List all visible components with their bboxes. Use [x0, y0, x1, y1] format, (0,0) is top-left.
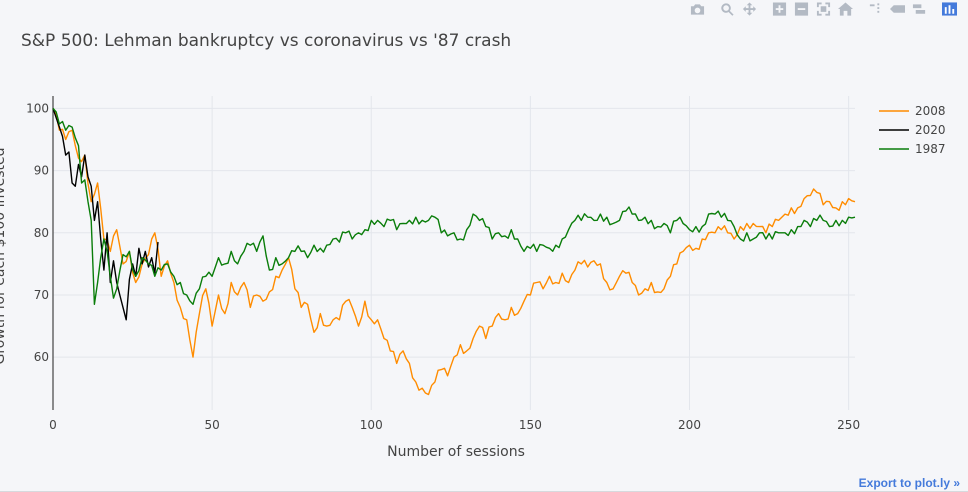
home-icon[interactable]: [834, 1, 856, 17]
y-tick-label: 70: [34, 288, 49, 302]
export-to-plotly-link[interactable]: Export to plot.ly »: [858, 476, 960, 490]
y-axis-title: Growth for each $100 invested: [0, 147, 8, 364]
pan-icon[interactable]: [738, 1, 760, 17]
x-tick-label: 200: [678, 418, 701, 432]
legend[interactable]: 2008 2020 1987: [879, 104, 946, 156]
x-tick-label: 250: [837, 418, 860, 432]
series-line-1987[interactable]: [52, 107, 856, 305]
y-tick-label: 100: [26, 101, 49, 115]
x-axis-title: Number of sessions: [387, 444, 525, 460]
x-tick-label: 150: [519, 418, 542, 432]
plot-area[interactable]: 0 50 100 150 200 250 60 70 80 90 100: [26, 96, 860, 432]
hover-compare-icon[interactable]: [908, 1, 930, 17]
chart-title: S&P 500: Lehman bankruptcy vs coronaviru…: [21, 31, 511, 51]
y-tick-label: 60: [34, 350, 49, 364]
plot-modebar: [686, 0, 960, 18]
legend-label-2020[interactable]: 2020: [915, 123, 946, 137]
y-tick-label: 80: [34, 226, 49, 240]
zoom-icon[interactable]: [716, 1, 738, 17]
x-tick-label: 50: [204, 418, 219, 432]
plotly-logo-icon[interactable]: [938, 1, 960, 17]
x-tick-label: 100: [360, 418, 383, 432]
camera-icon[interactable]: [686, 1, 708, 17]
y-tick-label: 90: [34, 164, 49, 178]
autoscale-icon[interactable]: [812, 1, 834, 17]
series-line-2020[interactable]: [52, 108, 159, 321]
zoom-in-icon[interactable]: [768, 1, 790, 17]
legend-label-2008[interactable]: 2008: [915, 104, 946, 118]
x-tick-label: 0: [49, 418, 57, 432]
spike-lines-icon[interactable]: [864, 1, 886, 17]
zoom-out-icon[interactable]: [790, 1, 812, 17]
hover-closest-icon[interactable]: [886, 1, 908, 17]
series-line-2008[interactable]: [52, 108, 856, 396]
legend-label-1987[interactable]: 1987: [915, 142, 946, 156]
